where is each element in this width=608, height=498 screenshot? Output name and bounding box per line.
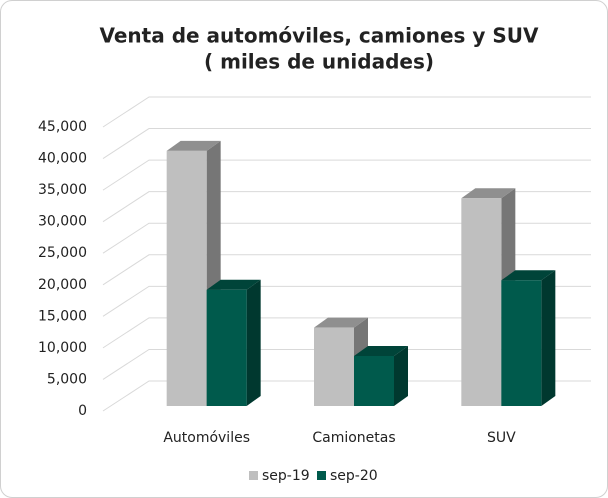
bar <box>206 279 261 406</box>
y-tick-label: 5,000 <box>47 371 87 387</box>
y-tick-label: 45,000 <box>38 119 87 135</box>
bar-face <box>461 198 502 406</box>
y-tick-label: 40,000 <box>38 151 87 167</box>
y-tick-label: 35,000 <box>38 182 87 198</box>
y-tick-label: 0 <box>78 403 87 419</box>
legend-label: sep-20 <box>330 468 378 484</box>
bar-face <box>354 356 394 406</box>
bar-face <box>246 279 261 406</box>
bar-face <box>541 270 556 406</box>
grid-line <box>102 317 591 349</box>
grid-line <box>102 96 591 128</box>
chart-title: Venta de automóviles, camiones y SUV <box>99 24 539 48</box>
bar-face <box>206 279 261 290</box>
grid-line <box>102 348 591 380</box>
y-tick-label: 30,000 <box>38 214 87 230</box>
grid-line <box>102 222 591 254</box>
y-tick-label: 10,000 <box>38 340 87 356</box>
x-tick-label: SUV <box>487 430 516 446</box>
y-tick-label: 15,000 <box>38 308 87 324</box>
x-tick-label: Automóviles <box>163 430 250 446</box>
x-tick-label: Camionetas <box>312 430 395 446</box>
grid-line <box>102 380 591 412</box>
chart-subtitle: ( miles de unidades) <box>204 50 434 74</box>
legend-swatch <box>317 471 326 480</box>
legend-label: sep-19 <box>262 468 310 484</box>
grid-line <box>102 159 591 191</box>
bar-face <box>314 317 368 328</box>
bar <box>501 270 556 406</box>
grid-line <box>102 254 591 286</box>
bar-face <box>394 346 408 406</box>
grid-line <box>102 128 591 159</box>
bar-face <box>501 280 542 406</box>
bar-face <box>166 140 221 151</box>
bar-face <box>461 188 516 199</box>
bar-face <box>354 346 408 357</box>
grid-line <box>102 285 591 317</box>
grid-line <box>102 191 591 223</box>
bar-face <box>501 270 556 281</box>
y-tick-label: 25,000 <box>38 245 87 261</box>
bar <box>354 346 408 406</box>
bar-face <box>166 150 207 406</box>
bar-face <box>314 327 354 406</box>
bar-face <box>206 289 247 406</box>
legend-swatch <box>249 471 258 480</box>
y-tick-label: 20,000 <box>38 277 87 293</box>
